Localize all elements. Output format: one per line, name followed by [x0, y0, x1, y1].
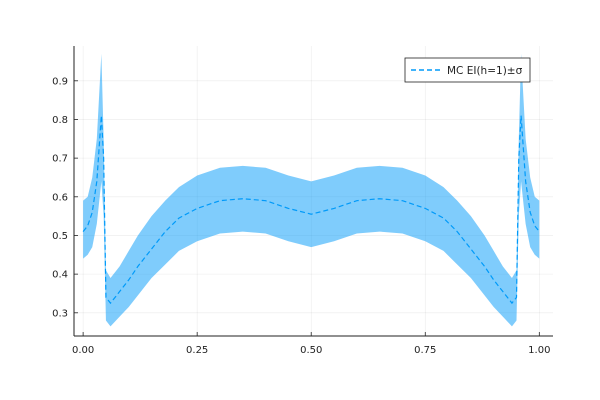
series-line-layer: [82, 115, 540, 305]
legend-box: [404, 57, 531, 83]
tick-labels: 0.00 0.25 0.50 0.75 1.00 0.3 0.4 0.5 0.6 0.7 0.8 0.…: [52, 76, 550, 356]
x-tick-label: 0.75: [414, 345, 436, 356]
y-tick-label: 0.9: [52, 76, 68, 87]
x-tick-label: 0.00: [72, 345, 94, 356]
x-tick-label: 0.25: [186, 345, 208, 356]
error-band: [83, 53, 540, 327]
mean-line: [82, 115, 540, 305]
legend: MC EI(h=1)±σ: [404, 57, 531, 83]
x-tick-label: 1.00: [528, 345, 550, 356]
x-tick-label: 0.50: [300, 345, 322, 356]
y-tick-label: 0.7: [52, 154, 68, 165]
y-tick-label: 0.6: [52, 192, 68, 203]
y-tick-label: 0.5: [52, 231, 68, 242]
y-tick-label: 0.4: [52, 270, 68, 281]
axes: [73, 46, 553, 337]
y-tick-label: 0.8: [52, 115, 68, 126]
error-band-layer: [83, 53, 540, 327]
legend-label: MC EI(h=1)±σ: [447, 65, 523, 77]
y-tick-label: 0.3: [52, 308, 68, 319]
